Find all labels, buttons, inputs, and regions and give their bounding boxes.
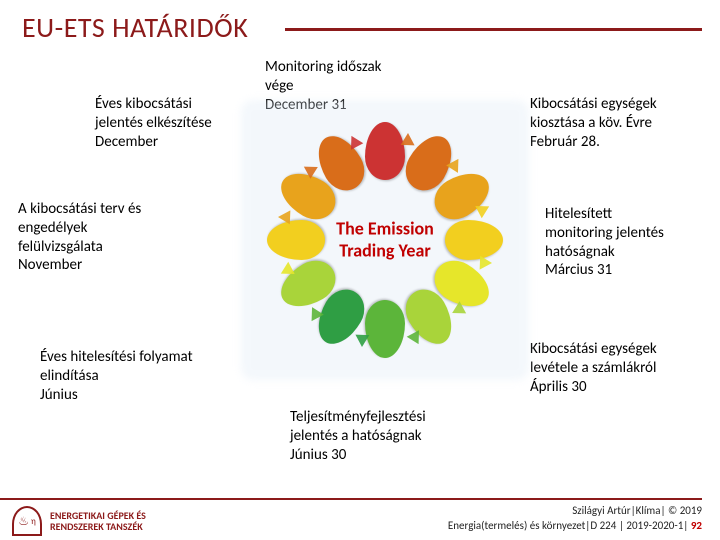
ring-arrow-icon bbox=[446, 158, 458, 172]
annot-bottom: Teljesítményfejlesztésijelentés a hatósá… bbox=[290, 408, 500, 464]
annot-left: A kibocsátási terv ésengedélyekfelülvizs… bbox=[18, 200, 193, 275]
annot-bot-right: Kibocsátási egységeklevétele a számlákró… bbox=[530, 340, 715, 396]
ring-arrow-icon bbox=[303, 167, 317, 179]
footer-line1: Szilágyi Artúr|Klíma| © 2019 bbox=[572, 504, 702, 517]
footer-line2-pre: Energia(termelés) és környezet|D 224 | 2… bbox=[448, 519, 691, 532]
dept-logo: ♨η ENERGETIKAI GÉPEK ÉS RENDSZEREK TANSZ… bbox=[12, 506, 146, 536]
ring-center-line2: Trading Year bbox=[339, 239, 430, 261]
footer-text: Szilágyi Artúr|Klíma| © 2019 Energia(ter… bbox=[448, 504, 702, 534]
ring-center-line1: The Emission bbox=[336, 217, 434, 239]
annot-right: Hitelesítettmonitoring jelentéshatóságna… bbox=[545, 205, 715, 280]
annot-top-right: Kibocsátási egységekkiosztása a köv. Évr… bbox=[530, 95, 710, 151]
page-title: EU-ETS HATÁRIDŐK bbox=[22, 10, 248, 45]
dept-logo-text: ENERGETIKAI GÉPEK ÉS RENDSZEREK TANSZÉK bbox=[50, 510, 146, 532]
ring-arrow-icon bbox=[452, 301, 466, 313]
title-rule bbox=[285, 28, 702, 31]
page-number: 92 bbox=[691, 519, 702, 532]
flame-icon: ♨η bbox=[12, 506, 42, 536]
ring-arrow-icon bbox=[312, 307, 324, 321]
annot-bot-left: Éves hitelesítési folyamatelindításaJúni… bbox=[40, 348, 260, 404]
ring-diagram: The Emission Trading Year bbox=[265, 120, 505, 360]
footer-rule bbox=[0, 498, 702, 500]
title-text: EU-ETS HATÁRIDŐK bbox=[22, 10, 248, 45]
ring-center-label: The Emission Trading Year bbox=[310, 218, 460, 261]
